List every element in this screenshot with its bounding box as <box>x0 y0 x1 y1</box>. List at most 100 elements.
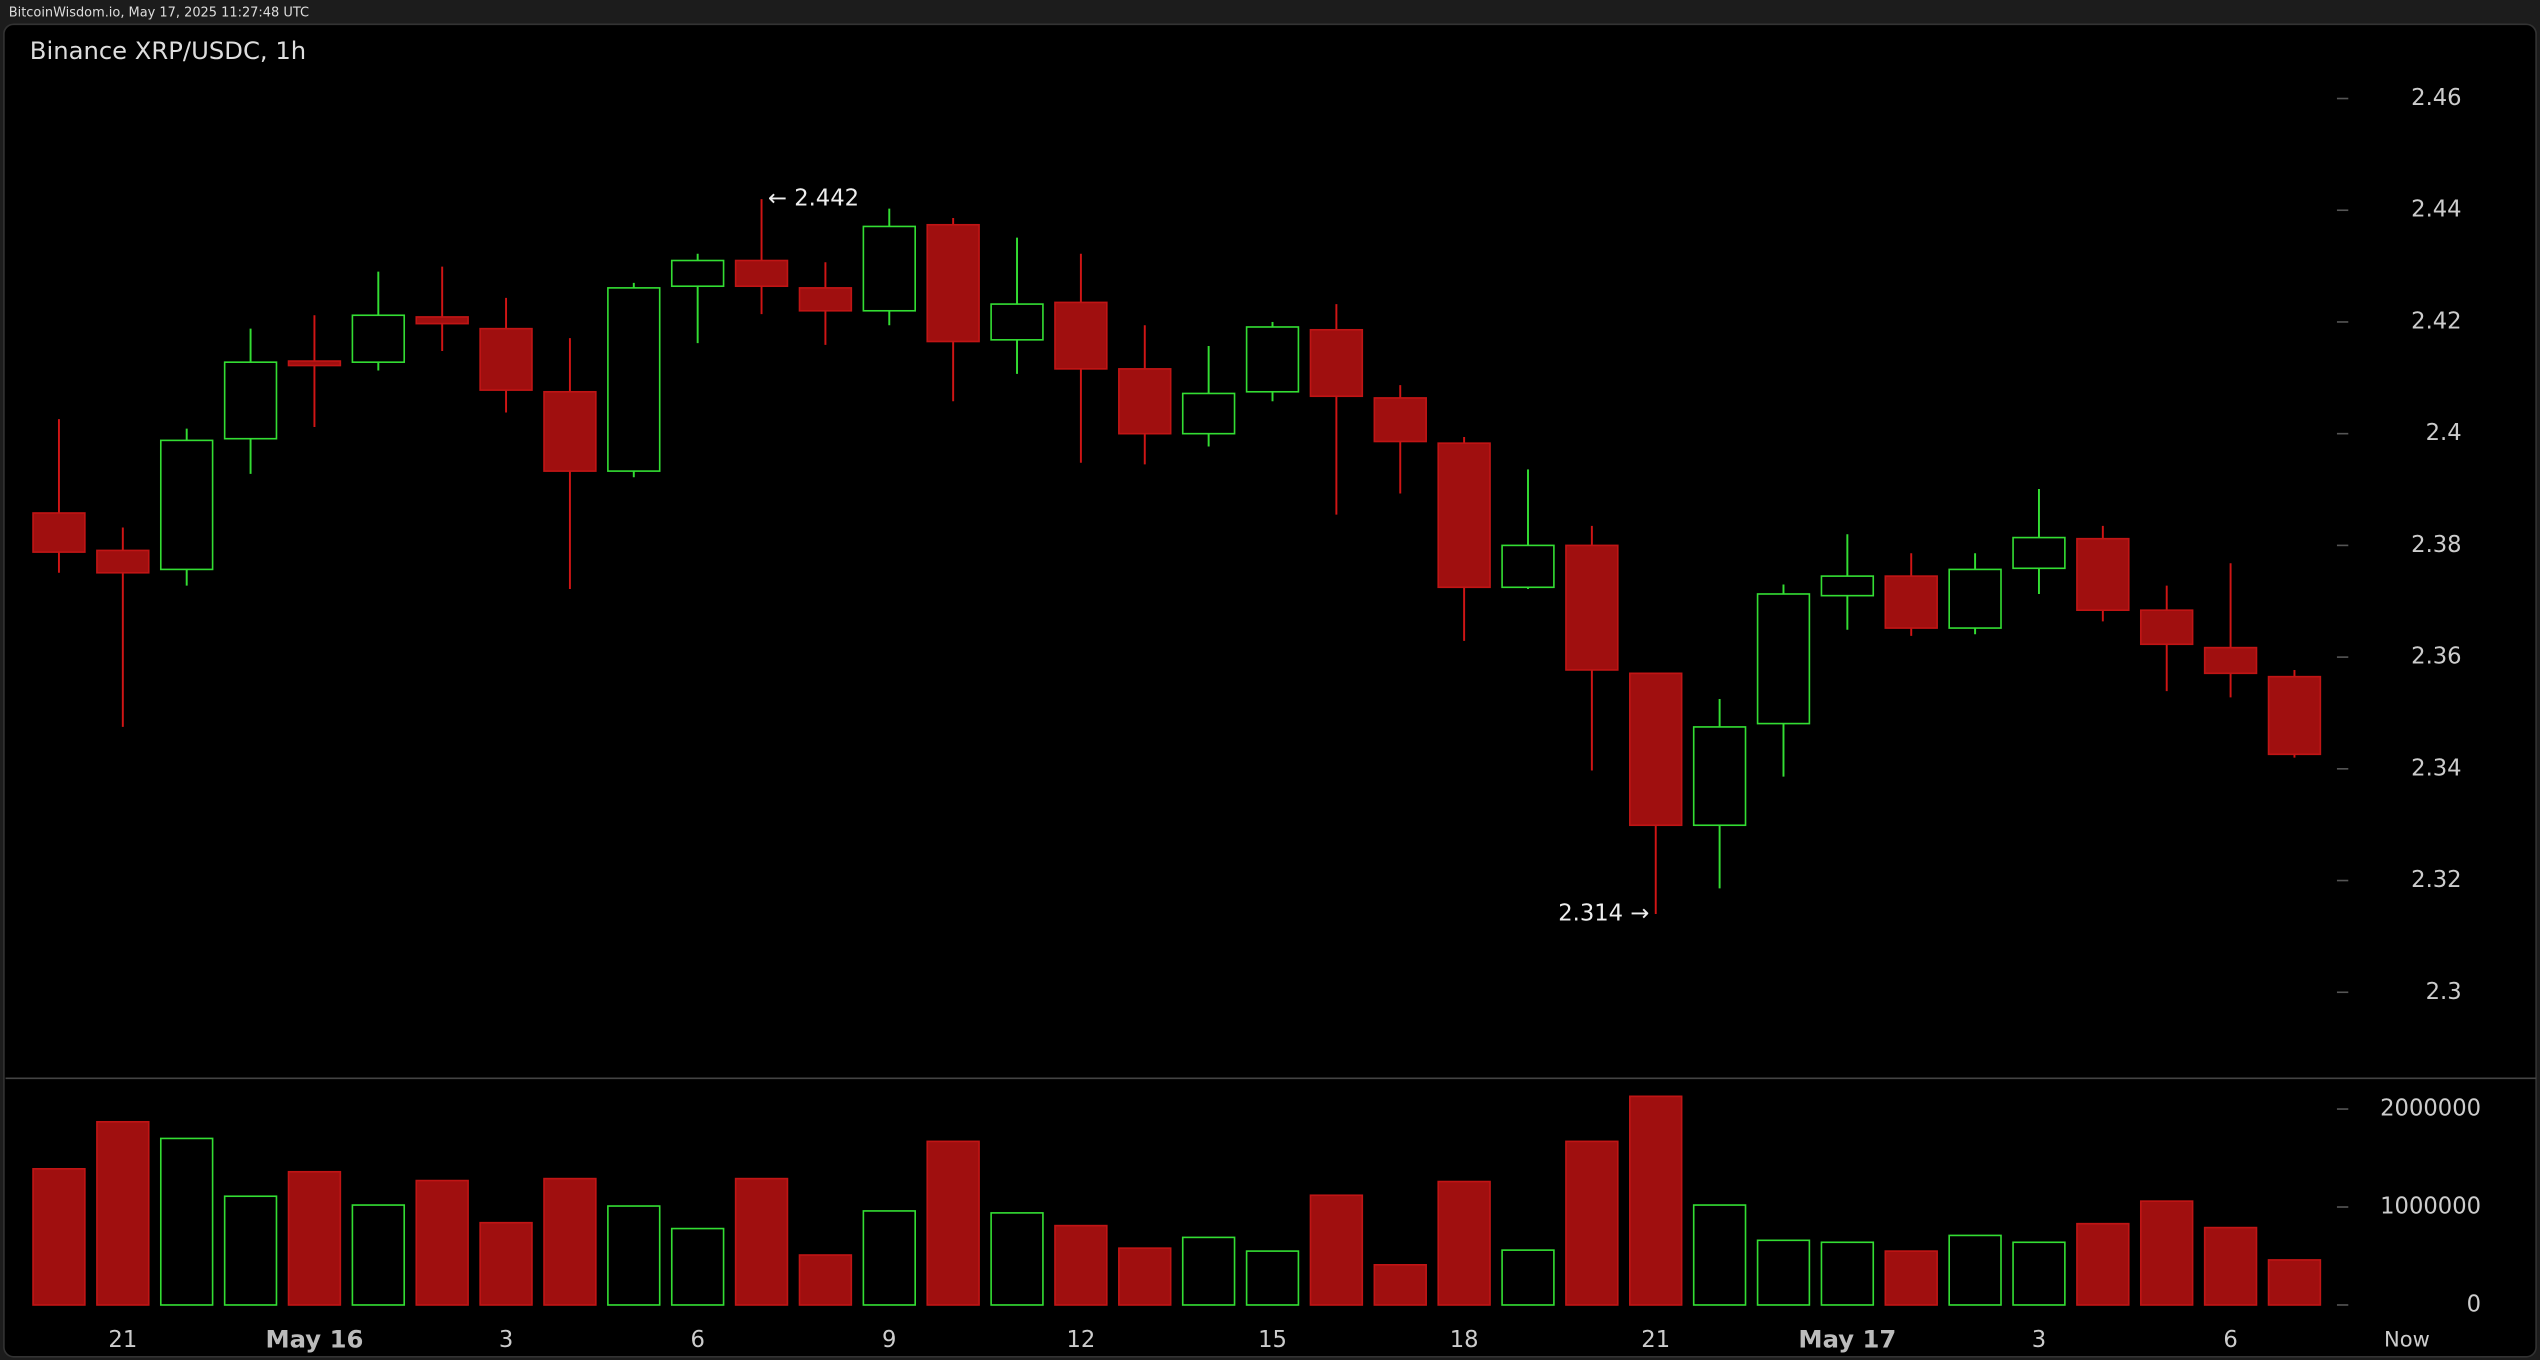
candle-body <box>2076 537 2130 611</box>
candle-body <box>1820 575 1875 597</box>
volume-bar <box>159 1137 214 1306</box>
x-tick-label: 9 <box>882 1327 896 1353</box>
candle-body <box>159 439 214 571</box>
y-tick-label: 2.46 <box>2411 85 2461 111</box>
candle-body <box>1565 544 1619 671</box>
volume-bar <box>479 1221 533 1306</box>
x-tick-label: May 16 <box>266 1325 364 1354</box>
volume-bar <box>1181 1236 1236 1306</box>
y-tick-label: 2.36 <box>2411 644 2461 670</box>
x-tick-label: 3 <box>2032 1327 2046 1353</box>
candle-body <box>990 303 1044 341</box>
volume-bar <box>32 1167 86 1306</box>
x-tick-label: 3 <box>499 1327 513 1353</box>
volume-bar <box>1948 1234 2002 1306</box>
volume-bar <box>1884 1250 1938 1306</box>
volume-bar <box>734 1177 789 1306</box>
y-tick-label: 2.34 <box>2411 755 2461 781</box>
volume-bar <box>607 1205 661 1306</box>
candle-body <box>287 360 342 367</box>
candle-body <box>862 225 916 312</box>
volume-bar <box>287 1170 342 1306</box>
volume-bar <box>2139 1200 2194 1306</box>
candle-body <box>1309 328 1364 398</box>
volume-bar <box>96 1120 150 1306</box>
volume-bar <box>2267 1259 2322 1306</box>
candle-body <box>1629 672 1683 827</box>
volume-bar <box>2076 1222 2130 1306</box>
candle-body <box>1756 593 1811 725</box>
volume-tick-label: 0 <box>2467 1291 2481 1317</box>
volume-bar <box>1118 1247 1172 1306</box>
y-tick-label: 2.38 <box>2411 532 2461 558</box>
volume-tick-label: 2000000 <box>2380 1096 2481 1122</box>
candle-body <box>670 259 725 288</box>
annotation: ← 2.442 <box>768 186 859 212</box>
volume-bar <box>862 1210 916 1306</box>
volume-bar <box>351 1204 406 1306</box>
candle-body <box>223 361 278 440</box>
volume-bar <box>1309 1194 1364 1306</box>
volume-bar <box>1373 1264 1427 1306</box>
candle-body <box>1245 326 1300 393</box>
candle-body <box>607 287 661 472</box>
candle-body <box>2012 536 2066 570</box>
candle-body <box>2267 675 2322 756</box>
candle-body <box>32 512 86 553</box>
volume-bar <box>798 1254 853 1306</box>
x-tick-label: 12 <box>1066 1327 1095 1353</box>
volume-bar <box>1820 1241 1875 1306</box>
volume-bar <box>1629 1095 1683 1306</box>
candle-body <box>1692 726 1747 827</box>
volume-bar <box>2203 1226 2258 1306</box>
candle-body <box>479 327 533 391</box>
volume-bar <box>1756 1239 1811 1306</box>
candle-body <box>1884 575 1938 629</box>
x-end-label: Now <box>2384 1327 2430 1352</box>
candle-body <box>1501 544 1555 589</box>
candle-body <box>2139 609 2194 646</box>
candle-body <box>351 314 406 363</box>
candle-body <box>1948 568 2002 629</box>
candle-body <box>1437 442 1491 589</box>
x-tick-label: 18 <box>1450 1327 1479 1353</box>
x-tick-label: 15 <box>1258 1327 1287 1353</box>
candle-body <box>1118 368 1172 435</box>
y-tick-label: 2.44 <box>2411 197 2461 223</box>
header-text: BitcoinWisdom.io, May 17, 2025 11:27:48 … <box>9 5 309 20</box>
chart-title: Binance XRP/USDC, 1h <box>30 36 306 65</box>
chart-panel <box>3 23 2537 1358</box>
volume-tick-label: 1000000 <box>2380 1194 2481 1220</box>
annotation: 2.314 → <box>1558 901 1649 927</box>
volume-bar <box>223 1195 278 1306</box>
y-tick-label: 2.42 <box>2411 308 2461 334</box>
volume-bar <box>670 1227 725 1306</box>
x-tick-label: 6 <box>2223 1327 2237 1353</box>
candle-body <box>1181 392 1236 435</box>
volume-bar <box>415 1179 469 1306</box>
volume-bar <box>926 1140 980 1306</box>
x-tick-label: 6 <box>690 1327 704 1353</box>
candle-body <box>798 287 853 312</box>
y-tick-label: 2.3 <box>2426 979 2462 1005</box>
y-tick-label: 2.32 <box>2411 867 2461 893</box>
volume-bar <box>543 1177 597 1306</box>
volume-bar <box>1245 1250 1300 1306</box>
volume-bar <box>1565 1140 1619 1306</box>
volume-bar <box>1501 1249 1555 1306</box>
volume-bar <box>2012 1241 2066 1306</box>
candle-body <box>1373 397 1427 443</box>
volume-bar <box>1437 1180 1491 1306</box>
candle-body <box>96 549 150 574</box>
x-tick-label: 21 <box>108 1327 137 1353</box>
candle-body <box>2203 646 2258 675</box>
x-tick-label: 21 <box>1641 1327 1670 1353</box>
volume-bar <box>1692 1204 1747 1306</box>
candle-body <box>543 390 597 472</box>
volume-bar <box>1054 1224 1108 1306</box>
x-tick-label: May 17 <box>1798 1325 1896 1354</box>
candle-body <box>926 223 980 343</box>
candle-body <box>1054 301 1108 370</box>
candle-body <box>415 316 469 325</box>
